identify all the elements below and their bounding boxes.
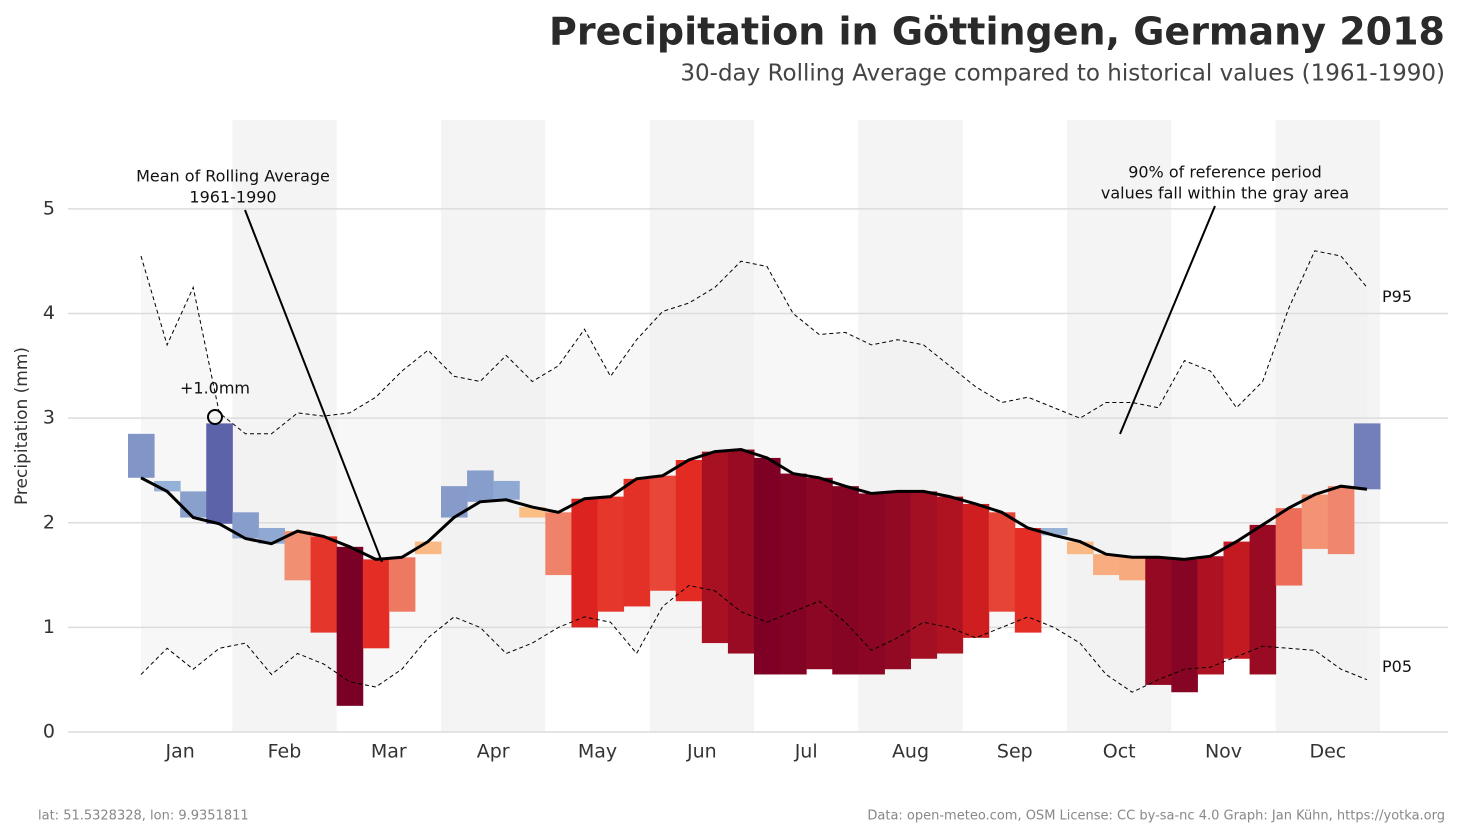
max-marker — [207, 409, 223, 425]
x-tick-label: Dec — [1309, 741, 1346, 763]
anomaly-bar — [675, 460, 703, 602]
anomaly-bar — [832, 486, 859, 675]
y-tick-label: 4 — [43, 302, 55, 324]
anomaly-bar — [128, 433, 155, 478]
anomaly-bar — [1119, 557, 1146, 581]
anomaly-bar — [1301, 494, 1329, 549]
y-tick-label: 5 — [43, 197, 55, 219]
chart-title: Precipitation in Göttingen, Germany 2018 — [549, 10, 1445, 54]
anomaly-bar — [493, 480, 520, 500]
foreground-layer: Precipitation in Göttingen, Germany 2018… — [12, 10, 1445, 824]
p95-line — [140, 250, 1368, 435]
anomaly-bar — [310, 536, 338, 633]
anomaly-bar — [1197, 556, 1224, 675]
annotation: values fall within the gray area — [1101, 184, 1349, 203]
anomaly-bar — [701, 451, 729, 644]
y-tick-label: 2 — [43, 511, 55, 533]
x-tick-label: Apr — [477, 741, 510, 763]
anomaly-bar — [727, 449, 755, 654]
annotation: 90% of reference period — [1128, 163, 1322, 182]
footer-left: lat: 51.5328328, lon: 9.9351811 — [38, 809, 249, 824]
annotation: Mean of Rolling Average — [136, 167, 330, 186]
anomaly-bar — [1014, 528, 1042, 633]
anomaly-bar — [388, 557, 416, 612]
marks-layer — [128, 250, 1381, 706]
anomaly-bar — [1040, 528, 1068, 536]
anomaly-bar — [1145, 557, 1172, 685]
anomaly-bar — [884, 491, 911, 670]
y-axis-label: Precipitation (mm) — [12, 347, 32, 505]
anomaly-bar — [1223, 541, 1251, 659]
anomaly-bar — [988, 512, 1016, 612]
anomaly-bar — [1171, 559, 1198, 693]
footer-right: Data: open-meteo.com, OSM License: CC by… — [867, 809, 1445, 824]
anomaly-bar — [1353, 423, 1381, 490]
anomaly-bar — [571, 498, 598, 628]
anomaly-bar — [806, 477, 833, 670]
anomaly-bar — [154, 480, 181, 492]
anomaly-bar — [1249, 524, 1277, 675]
anomaly-bar — [936, 496, 964, 654]
x-tick-label: Jun — [686, 741, 717, 763]
y-tick-label: 1 — [43, 616, 55, 638]
anomaly-bar — [336, 546, 364, 706]
anomaly-bar — [545, 512, 572, 576]
anomaly-bar — [1327, 486, 1355, 555]
anomaly-bar — [910, 491, 938, 659]
x-tick-label: Nov — [1205, 741, 1242, 763]
anomaly-bar — [467, 470, 494, 502]
anomaly-bar — [597, 496, 625, 612]
month-band — [441, 120, 546, 732]
annotation-pointer — [244, 209, 383, 563]
p05-line — [140, 584, 1368, 693]
anomaly-bar — [206, 423, 233, 524]
mean-line — [140, 447, 1368, 561]
background-layer — [68, 120, 1448, 733]
x-tick-label: Jan — [165, 741, 195, 763]
series-label: P95 — [1382, 287, 1412, 306]
chart-subtitle: 30-day Rolling Average compared to histo… — [680, 61, 1445, 87]
anomaly-bar — [180, 491, 207, 518]
anomaly-bar — [1275, 508, 1303, 586]
x-tick-label: Feb — [268, 741, 302, 763]
x-tick-label: Jul — [794, 741, 818, 763]
month-band — [232, 120, 337, 732]
anomaly-bar — [962, 503, 990, 638]
annotation: 1961-1990 — [189, 188, 276, 207]
anomaly-bar — [362, 559, 390, 649]
y-tick-label: 0 — [43, 721, 55, 743]
x-tick-label: May — [578, 741, 617, 763]
anomaly-bar — [780, 473, 807, 675]
x-tick-label: Aug — [892, 741, 929, 763]
anomaly-bar — [623, 478, 651, 607]
anomaly-bar — [284, 531, 312, 581]
anomaly-bar — [1093, 554, 1120, 576]
annotation: +1.0mm — [180, 379, 250, 398]
x-tick-label: Sep — [997, 741, 1033, 763]
anomaly-bar — [649, 475, 677, 591]
y-tick-label: 3 — [43, 407, 55, 429]
x-tick-label: Mar — [371, 741, 407, 763]
x-tick-label: Oct — [1103, 741, 1136, 763]
series-label: P05 — [1382, 657, 1412, 676]
anomaly-bar — [754, 457, 781, 675]
annotation-pointer — [1119, 205, 1216, 435]
anomaly-bar — [519, 507, 546, 518]
anomaly-bar — [858, 493, 885, 675]
